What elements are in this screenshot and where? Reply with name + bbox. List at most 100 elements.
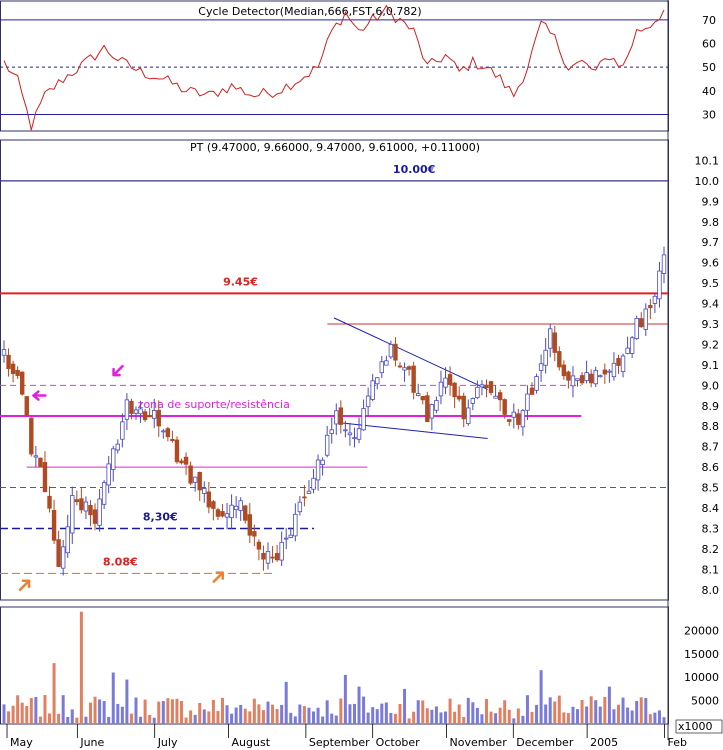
volume-bar [29, 698, 33, 724]
candle-body [47, 495, 52, 509]
candle-body [233, 505, 239, 511]
x-label-November: November [450, 736, 508, 749]
candle-body [616, 358, 621, 366]
candle-body [552, 332, 557, 353]
volume-bar [334, 715, 338, 724]
volume-bar [11, 705, 15, 724]
volume-bar [521, 715, 525, 724]
volume-bar [148, 714, 152, 724]
volume-bar [134, 697, 138, 724]
candle-body [324, 434, 330, 456]
candle-body [297, 501, 303, 513]
candle-body [648, 304, 653, 309]
volume-bar [430, 709, 434, 724]
candle-body [306, 490, 312, 494]
annotation-arrow-0 [18, 579, 31, 592]
volume-bar [38, 716, 42, 724]
volume-bar [576, 709, 580, 724]
volume-bar [57, 713, 61, 724]
candle-body [379, 361, 384, 374]
volume-bar [462, 717, 466, 724]
candle-body [92, 509, 98, 524]
volume-bar [439, 712, 443, 724]
candle-body [51, 510, 57, 541]
volume-bar [266, 701, 270, 724]
volume-bar [202, 709, 206, 724]
candle-body [388, 344, 394, 358]
volume-bar [444, 711, 448, 724]
oscillator-tick-50: 50 [702, 61, 716, 74]
oscillator-title: Cycle Detector(Median,666,FST,6,0.782) [198, 5, 421, 18]
candle-body [416, 393, 421, 396]
candle-body [29, 417, 34, 455]
candle-body [484, 384, 489, 388]
candle-body [361, 408, 366, 431]
candle-body [406, 366, 412, 370]
candle-body [6, 354, 11, 370]
candle-body [425, 395, 430, 423]
price-tick-9.3: 9.3 [702, 318, 720, 331]
candle-body [575, 378, 580, 381]
candle-body [434, 400, 439, 411]
candle-body [479, 384, 485, 388]
volume-bar [16, 695, 20, 724]
candle-body [243, 505, 248, 521]
volume-bar [585, 706, 589, 724]
volume-bar [107, 716, 111, 724]
oscillator-line [3, 4, 665, 131]
volume-bar [52, 663, 56, 724]
volume-bar [79, 611, 83, 724]
candle-body [74, 499, 80, 503]
candle-body [393, 343, 398, 361]
candle-body [502, 399, 507, 415]
volume-bar [20, 702, 24, 724]
candle-body [220, 511, 225, 517]
candle-body [174, 439, 180, 463]
volume-bar [434, 706, 438, 724]
volume-bar [494, 713, 498, 724]
volume-bar [129, 713, 133, 724]
candle-body [598, 375, 603, 378]
volume-bar [557, 695, 561, 724]
volume-bar [530, 711, 534, 724]
price-tick-10.0: 10.0 [695, 175, 720, 188]
volume-bar [275, 709, 279, 724]
candle-body [202, 487, 207, 494]
volume-bar [616, 704, 620, 724]
price-tick-9.6: 9.6 [702, 257, 720, 270]
volume-bar [75, 717, 79, 724]
volume-bar [184, 717, 188, 724]
candle-body [115, 443, 120, 451]
candle-body [124, 399, 130, 420]
volume-bar [648, 714, 652, 724]
volume-bar [330, 713, 334, 724]
volume-bar [448, 698, 452, 724]
volume-bar [475, 707, 479, 724]
volume-bar [603, 696, 607, 724]
volume-bar [512, 718, 516, 724]
volume-bar [343, 674, 347, 724]
candle-body [106, 463, 111, 486]
candle-body [652, 295, 658, 304]
price-tick-9.1: 9.1 [702, 359, 720, 372]
volume-bar [170, 699, 174, 724]
annotation-arrow-2 [32, 390, 47, 401]
candle-body [129, 400, 134, 414]
volume-bar [503, 700, 507, 724]
volume-bar [312, 711, 316, 724]
candle-body [215, 509, 221, 517]
volume-bar [289, 712, 293, 724]
candle-body [165, 428, 171, 438]
volume-bar [66, 717, 70, 724]
candle-body [10, 363, 16, 374]
x-label-May: May [10, 736, 33, 749]
volume-bar [416, 700, 420, 724]
volume-tick-10000: 10000 [684, 671, 719, 684]
candle-body [293, 513, 298, 537]
volume-bar [421, 700, 425, 724]
candle-body [620, 355, 626, 373]
candle-body [507, 419, 512, 422]
candle-body [274, 553, 280, 561]
candle-body [24, 396, 29, 416]
candle-body [570, 375, 576, 387]
